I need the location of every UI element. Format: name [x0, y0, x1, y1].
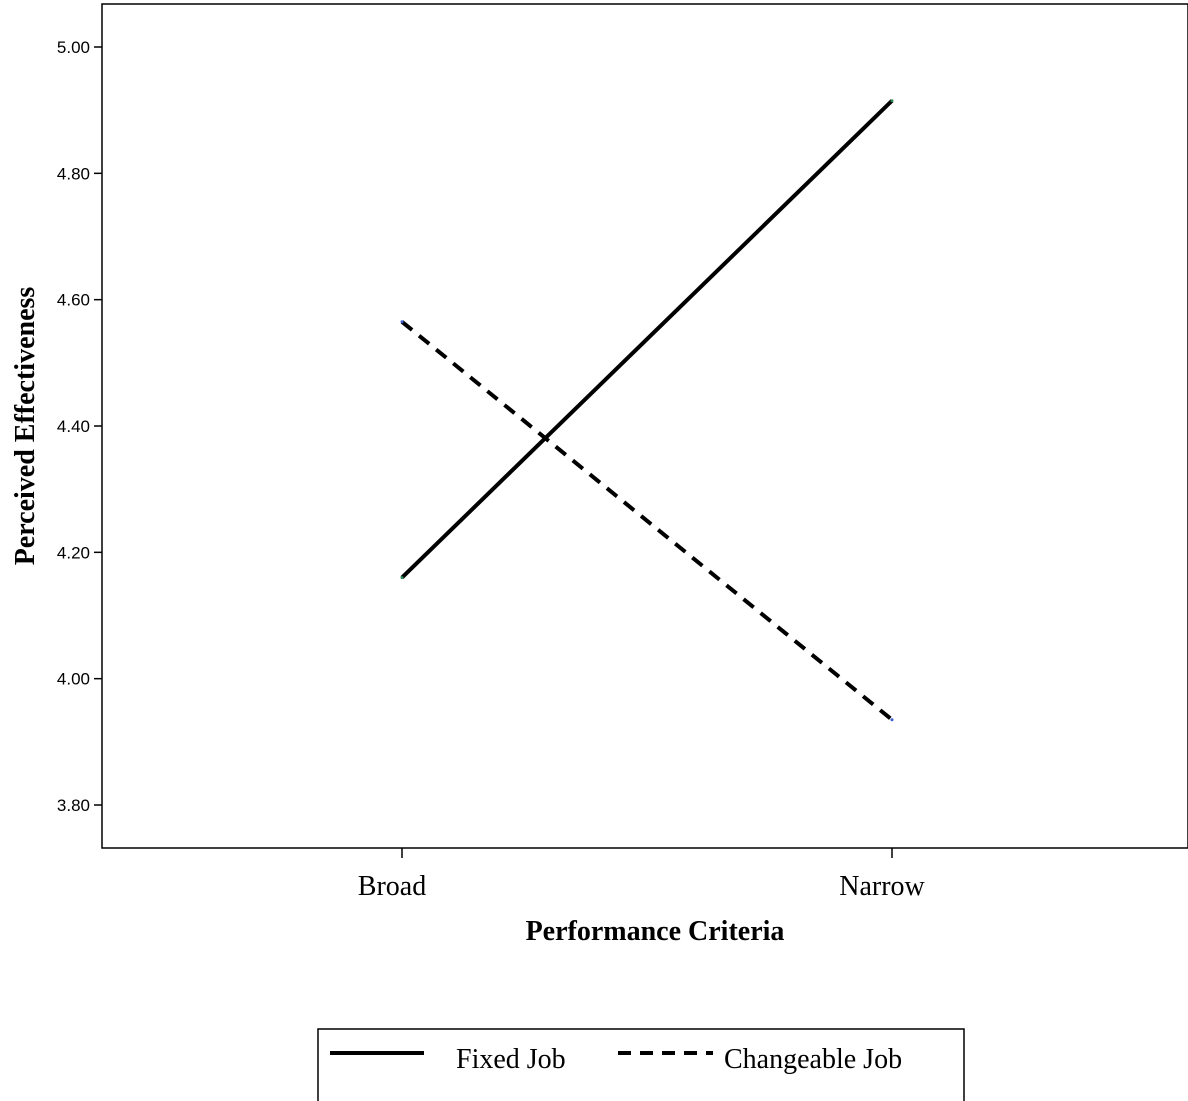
y-tick-label: 4.00: [57, 670, 90, 689]
x-tick-label: Narrow: [839, 871, 925, 902]
data-point: [400, 576, 404, 580]
x-axis-ticks: Broad Narrow: [358, 848, 926, 902]
x-tick-label: Broad: [358, 871, 426, 902]
y-tick-label: 4.40: [57, 417, 90, 436]
series-line-changeable-job: [400, 320, 894, 722]
legend: Fixed Job Changeable Job: [317, 1028, 965, 1101]
x-axis-title: Performance Criteria: [526, 916, 785, 947]
y-tick-label: 4.60: [57, 291, 90, 310]
legend-label-changeable-job: Changeable Job: [724, 1044, 902, 1075]
y-tick-label: 5.00: [57, 38, 90, 57]
y-tick-label: 4.20: [57, 543, 90, 562]
y-axis-title: Perceived Effectiveness: [10, 287, 41, 566]
plot-frame: [101, 3, 1188, 849]
y-tick-label: 4.80: [57, 164, 90, 183]
legend-label-fixed-job: Fixed Job: [456, 1044, 566, 1075]
data-point: [400, 320, 404, 324]
series-line-fixed-job: [400, 99, 894, 580]
legend-box: [317, 1028, 965, 1101]
y-axis-ticks: 3.80 4.00 4.20 4.40 4.60 4.80 5.00: [57, 38, 102, 815]
data-point: [890, 718, 894, 722]
series-lines: [400, 99, 894, 722]
y-tick-label: 3.80: [57, 796, 90, 815]
data-point: [890, 99, 894, 103]
